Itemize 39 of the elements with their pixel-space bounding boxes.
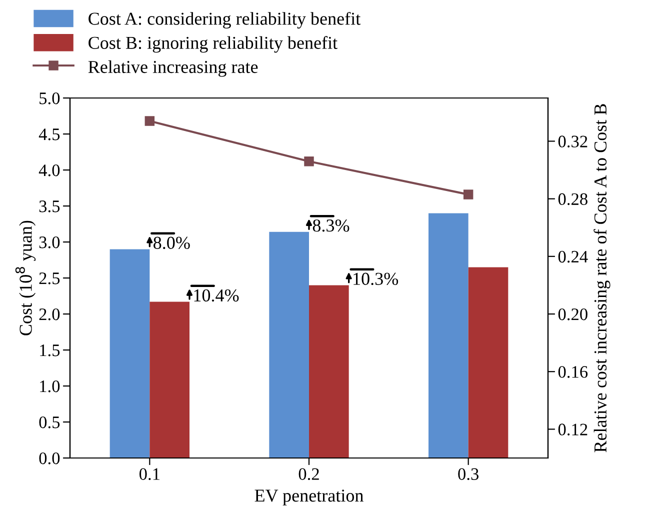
- bar: [428, 213, 468, 458]
- y2-tick-label: 0.24: [558, 250, 588, 263]
- y2-tick-label: 0.32: [558, 136, 588, 148]
- annotation: 10.4%: [194, 289, 239, 302]
- x-tick-label: 0.2: [298, 468, 319, 480]
- y2-tick-label: 0.16: [558, 366, 588, 378]
- x-axis-title: EV penetration: [254, 490, 364, 506]
- bar: [150, 302, 190, 458]
- y-tick-label: 0.0: [39, 452, 60, 464]
- y2-tick-label: 0.12: [558, 424, 588, 436]
- legend-label: Cost A: considering reliability benefit: [88, 12, 361, 29]
- bar: [309, 285, 349, 458]
- y2-tick-label: 0.20: [558, 308, 588, 320]
- y-tick-label: 4.0: [38, 164, 60, 176]
- y-tick-label: 3.5: [39, 200, 60, 212]
- annotation: 10.3%: [354, 272, 398, 286]
- y2-tick-label: 0.28: [558, 193, 588, 206]
- y2-axis-title: Relative cost increasing rate of Cost A to Cost B: [594, 104, 610, 452]
- y-tick-label: 0.5: [39, 416, 60, 428]
- x-tick-label: 0.1: [139, 468, 160, 480]
- point: [144, 116, 155, 126]
- annotation: 8.3%: [312, 219, 350, 232]
- y-tick-label: 2.0: [39, 308, 60, 320]
- y-axis-title: Cost (10$^{8}$ yuan): [15, 220, 36, 336]
- bar: [269, 232, 309, 458]
- bar: [110, 249, 150, 458]
- legend-label: Cost B: ignoring reliability benefit: [88, 36, 338, 53]
- annotation: 8.0%: [154, 236, 190, 250]
- y-tick-label: 5.0: [40, 92, 60, 104]
- legend-label: Relative increasing rate: [88, 60, 258, 77]
- point: [304, 156, 314, 166]
- bar: [468, 267, 508, 458]
- y-tick-label: 4.5: [38, 128, 60, 140]
- point: [463, 190, 474, 200]
- y-tick-label: 1.0: [40, 380, 60, 392]
- y-tick-label: 3.0: [39, 236, 60, 248]
- y-tick-label: 2.5: [39, 272, 60, 284]
- x-tick-label: 0.3: [458, 468, 479, 480]
- y-tick-label: 1.5: [40, 344, 60, 356]
